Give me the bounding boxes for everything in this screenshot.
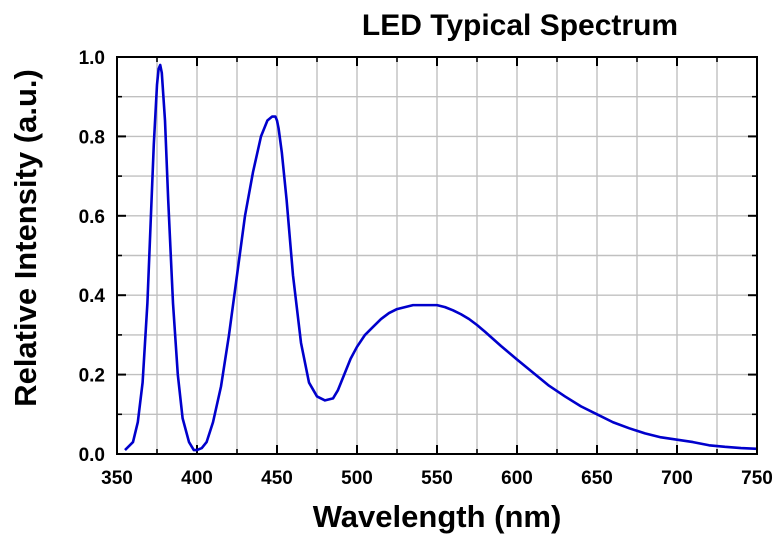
x-tick-label: 550 (421, 468, 453, 489)
x-tick-label: 400 (181, 468, 213, 489)
plot-frame (116, 56, 758, 455)
x-tick-label: 350 (101, 468, 133, 489)
x-tick-labels: 350 400 450 500 550 600 650 700 750 (101, 468, 773, 489)
y-tick-label: 0.0 (79, 445, 105, 466)
y-tick-label: 0.6 (79, 207, 105, 228)
y-tick-label: 0.8 (79, 127, 105, 148)
x-tick-label: 650 (581, 468, 613, 489)
x-axis-label: Wavelength (nm) (313, 499, 562, 534)
y-axis-label: Relative Intensity (a.u.) (8, 69, 43, 407)
y-tick-label: 0.4 (79, 286, 106, 307)
x-tick-label: 700 (661, 468, 693, 489)
x-tick-label: 750 (741, 468, 773, 489)
y-tick-labels: 0.0 0.2 0.4 0.6 0.8 1.0 (79, 48, 106, 466)
chart-title: LED Typical Spectrum (362, 9, 678, 42)
gridlines (117, 57, 757, 454)
x-tick-label: 600 (501, 468, 533, 489)
x-tick-label: 450 (261, 468, 293, 489)
y-tick-label: 1.0 (79, 48, 105, 69)
spectrum-line (124, 63, 758, 452)
x-tick-label: 500 (341, 468, 373, 489)
y-tick-label: 0.2 (79, 366, 105, 387)
